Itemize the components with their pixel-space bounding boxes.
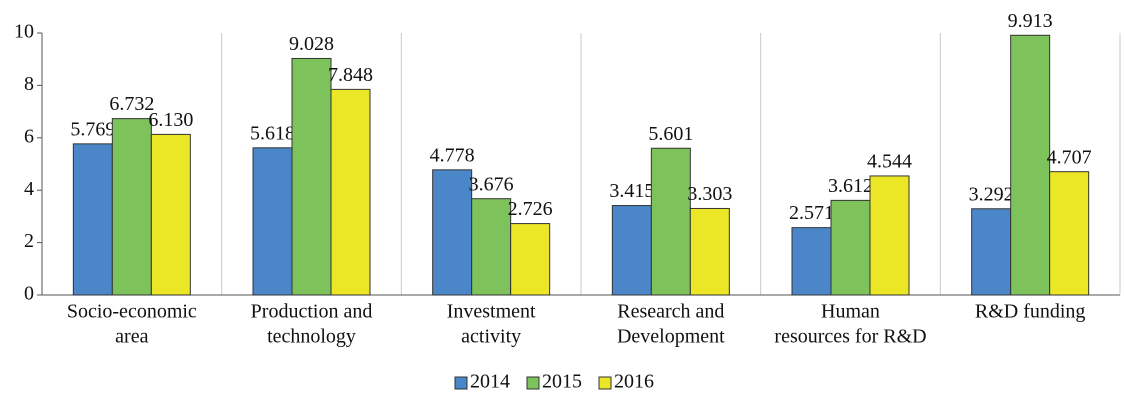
bar [510, 223, 551, 296]
bar [611, 205, 652, 296]
value-label: 9.913 [1008, 10, 1053, 32]
value-label: 3.676 [469, 173, 514, 195]
y-tick-label: 8 [24, 73, 34, 95]
x-tick-label: activity [461, 326, 521, 348]
x-tick-label: R&D funding [975, 301, 1086, 323]
bar [432, 169, 473, 296]
value-label: 5.769 [70, 118, 115, 140]
x-tick-label: Socio-economic [67, 301, 197, 323]
value-label: 3.415 [609, 180, 654, 202]
x-tick-label: Development [617, 326, 725, 348]
y-tick-label: 4 [24, 178, 34, 200]
value-label: 3.303 [687, 183, 732, 205]
value-label: 2.571 [789, 202, 834, 224]
value-label: 9.028 [289, 33, 334, 55]
x-tick-label: Research and [617, 301, 724, 323]
bar [830, 199, 871, 296]
bar [689, 207, 730, 296]
y-tick-label: 6 [24, 125, 34, 147]
bar [971, 208, 1012, 296]
legend-label: 2014 [470, 371, 510, 393]
value-label: 5.618 [250, 122, 295, 144]
x-tick-label: resources for R&D [774, 326, 926, 348]
value-label: 6.732 [109, 93, 154, 115]
bar [650, 147, 691, 296]
legend-label: 2016 [614, 371, 654, 393]
legend-swatch [454, 376, 468, 390]
x-tick-label: Human [821, 301, 880, 323]
bar [111, 118, 152, 296]
x-tick-label: technology [267, 326, 356, 348]
bar [330, 88, 371, 296]
bar [791, 227, 832, 296]
value-label: 4.778 [430, 144, 475, 166]
value-label: 7.848 [328, 64, 373, 86]
y-tick-label: 0 [24, 283, 34, 305]
bar [471, 198, 512, 296]
bar [72, 143, 113, 296]
bar [291, 57, 332, 296]
bar [252, 147, 293, 296]
value-label: 6.130 [148, 109, 193, 131]
x-tick-label: Investment [447, 301, 536, 323]
legend-swatch [526, 376, 540, 390]
value-label: 4.707 [1047, 146, 1092, 168]
value-label: 3.612 [828, 175, 873, 197]
bar [869, 175, 910, 296]
y-tick-label: 10 [14, 21, 34, 43]
legend-swatch [598, 376, 612, 390]
value-label: 2.726 [508, 198, 553, 220]
value-label: 5.601 [648, 123, 693, 145]
x-tick-label: Production and [251, 301, 373, 323]
legend-label: 2015 [542, 371, 582, 393]
bar [150, 133, 191, 296]
bar [1010, 34, 1051, 296]
bar [1049, 171, 1090, 296]
value-label: 3.292 [969, 183, 1014, 205]
y-tick-label: 2 [24, 230, 34, 252]
x-tick-label: area [115, 326, 148, 348]
value-label: 4.544 [867, 151, 912, 173]
